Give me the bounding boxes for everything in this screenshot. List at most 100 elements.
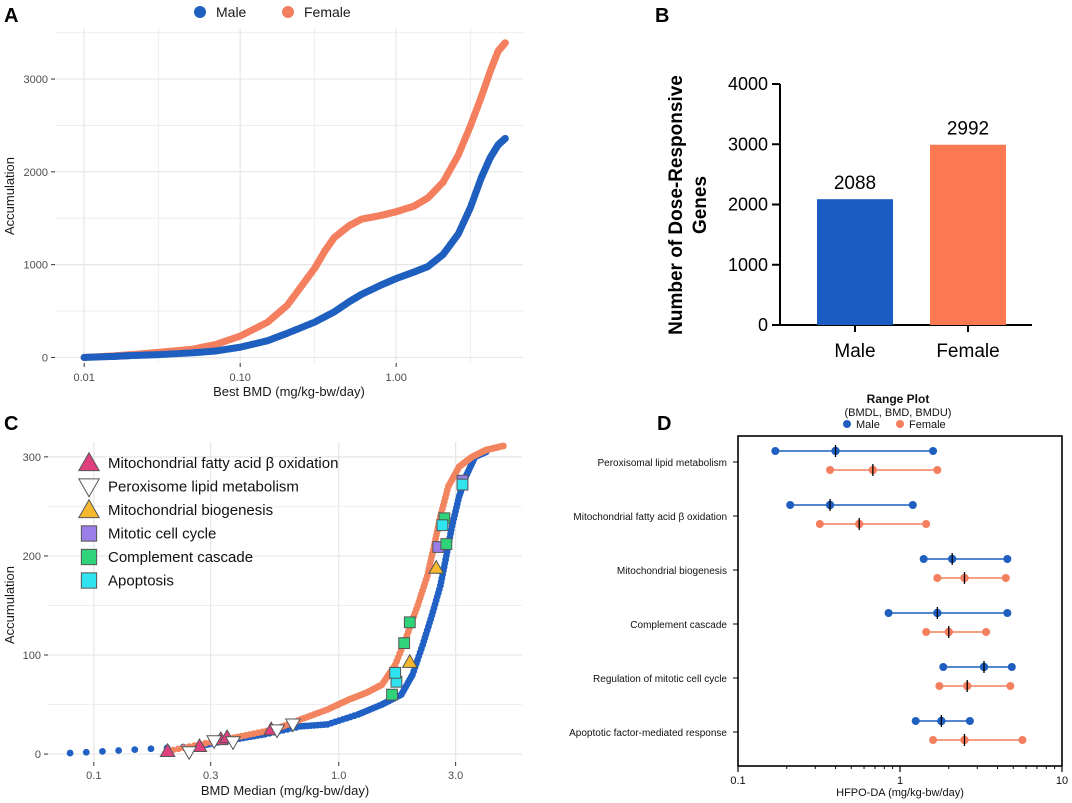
panel-d-bmdu-male (965, 717, 974, 725)
panel-a-ytick-label: 3000 (24, 74, 48, 86)
panel-d-bmdl-male (771, 447, 780, 455)
panel-letter-d: D (657, 413, 671, 435)
panel-c-marker-mitochondrial-biogenesis (401, 653, 418, 668)
panel-letter-a: A (4, 5, 18, 27)
legend-male-marker (194, 6, 206, 18)
legend-female-marker (282, 6, 294, 18)
panel-c-marker-mitochondrial-fatty-acid-oxidation (159, 742, 176, 758)
panel-d-frame (737, 435, 1063, 767)
panel-c-marker-peroxisome-lipid-metabolism (269, 724, 286, 739)
panel-c-legend-marker (80, 572, 98, 589)
panel-b-ytick-label: 4000 (728, 74, 768, 94)
panel-d-ticks: 0.1 1 10 (730, 461, 1068, 787)
panel-d-bmdu-female (1006, 682, 1015, 690)
panel-c-legend-marker (77, 478, 101, 498)
panel-a: 0.01 0.10 1.00 0 1000 2000 3000 Best BMD (mg/k… (2, 4, 523, 399)
panel-b-bar-female (930, 144, 1006, 325)
panel-a-xlabel: Best BMD (mg/kg-bw/day) (213, 384, 365, 399)
panel-b-ytick-label: 3000 (728, 134, 768, 154)
panel-c-legend-marker (77, 451, 101, 472)
panel-d-bmdl-female (935, 682, 944, 690)
panel-d-bmdl-female (815, 520, 824, 528)
panel-d-bmdl-female (922, 628, 931, 636)
panel-c-ylabel: Accumulation (2, 566, 17, 644)
panel-d-legend-male-label: Male (856, 419, 880, 431)
panel-c-legend-label: Mitochondrial fatty acid β oxidation (108, 455, 338, 472)
panel-d-bmdl-male (786, 501, 795, 509)
panel-d-bmdu-female (1018, 736, 1027, 744)
panel-a-ytick-label: 2000 (24, 167, 48, 179)
panel-c-legend-label: Mitochondrial biogenesis (108, 502, 273, 519)
panel-d-category-label: Mitochondrial fatty acid β oxidation (573, 512, 727, 523)
panel-d-category-label: Complement cascade (630, 620, 727, 631)
panel-c-legend-label: Mitotic cell cycle (108, 526, 216, 543)
panel-d-legend: Male Female (843, 419, 946, 431)
panel-c-ticks: 0.1 0.3 1.0 3.0 0 100 200 300 (23, 452, 464, 782)
panel-d-ranges (771, 445, 1027, 746)
panel-c-legend-marker (80, 525, 98, 542)
panel-c-marker-peroxisome-lipid-metabolism (224, 736, 242, 751)
panel-a-ytick-label: 0 (42, 352, 48, 364)
panel-d-legend-female-marker (896, 420, 904, 428)
panel-d-bmdu-male (1003, 555, 1012, 563)
panel-c-ytick-label: 0 (35, 749, 41, 761)
panel-d-bmdu-female (1001, 574, 1010, 582)
panel-d-bmdu-female (922, 520, 931, 528)
panel-c-point-male (82, 748, 90, 756)
panel-c-legend-label: Complement cascade (108, 549, 253, 566)
panel-a-ticks: 0.01 0.10 1.00 0 1000 2000 3000 (24, 74, 407, 384)
panel-a-point-male (501, 134, 509, 143)
panel-b-xtick-label: Female (936, 341, 999, 362)
panel-a-legend: Male Female (194, 4, 351, 20)
panel-c-marker-apoptosis (456, 478, 469, 491)
panel-c-xtick-label: 0.3 (203, 770, 218, 782)
panel-a-xtick-label: 1.00 (385, 372, 406, 384)
legend-male-label: Male (216, 4, 247, 20)
panel-c-marker-peroxisome-lipid-metabolism (181, 746, 198, 761)
panel-d-bmdu-male (929, 447, 938, 455)
panel-c-marker-peroxisome-lipid-metabolism (206, 735, 223, 750)
panel-c-point-male (147, 745, 155, 753)
panel-d-xtick-label: 0.1 (730, 775, 745, 787)
panel-d-title: Range Plot (867, 392, 930, 406)
panel-c-ytick-label: 100 (23, 650, 41, 662)
panel-c-marker-peroxisome-lipid-metabolism (284, 718, 301, 733)
panel-c-legend-label: Apoptosis (108, 573, 174, 590)
panel-d-category-label: Apoptotic factor-mediated response (569, 728, 727, 739)
panel-c-marker-complement-cascade (398, 637, 411, 650)
panel-d-bmdl-male (919, 555, 928, 563)
panel-d-bmdl-female (826, 466, 835, 474)
panel-c-point-male (115, 747, 123, 754)
panel-d-bmdl-male (911, 717, 920, 725)
panel-d-category-labels: Peroxisomal lipid metabolism Mitochondria… (569, 458, 727, 739)
panel-c-marker-complement-cascade (440, 538, 453, 550)
panel-c-marker-complement-cascade (386, 688, 398, 701)
panel-b-ytick-label: 2000 (728, 195, 768, 215)
panel-b-ytick-label: 0 (758, 315, 768, 335)
panel-c-legend: Mitochondrial fatty acid β oxidation Pero… (77, 451, 338, 590)
panel-b-ticks: 0 1000 2000 3000 4000 Male Female (728, 74, 1000, 362)
panel-b-ytick-label: 1000 (728, 255, 768, 275)
panel-c-marker-mitochondrial-biogenesis (428, 559, 445, 574)
panel-d-legend-male-marker (843, 420, 851, 428)
panel-d-bmdu-male (908, 501, 917, 509)
panel-a-xtick-label: 0.01 (73, 372, 94, 384)
panel-d-bmdu-male (1003, 609, 1012, 617)
panel-d-bmdl-female (933, 574, 942, 582)
panel-a-plot-area (55, 28, 523, 363)
panel-d-xtick-label: 10 (1056, 775, 1068, 787)
panel-b: 0 1000 2000 3000 4000 Male Female 2088 2992 Num… (666, 74, 1032, 362)
panel-d-xtick-label: 1 (897, 775, 903, 787)
panel-b-ylabel-line1: Number of Dose-Responsive (666, 75, 687, 335)
panel-b-data-label: 2088 (834, 173, 876, 194)
panel-c-legend-marker (80, 548, 98, 566)
panel-c-category-markers (159, 474, 469, 761)
panel-b-xtick-label: Male (834, 341, 875, 362)
panel-c-point-male (131, 746, 139, 754)
panel-b-bar-male (817, 199, 893, 325)
panel-d-xlabel: HFPO-DA (mg/kg-bw/day) (836, 787, 964, 799)
panel-b-ylabel-line2: Genes (690, 176, 711, 234)
panel-d-bmdl-female (929, 736, 938, 744)
panel-c-xlabel: BMD Median (mg/kg-bw/day) (201, 783, 369, 798)
panel-a-ylabel: Accumulation (2, 157, 17, 235)
